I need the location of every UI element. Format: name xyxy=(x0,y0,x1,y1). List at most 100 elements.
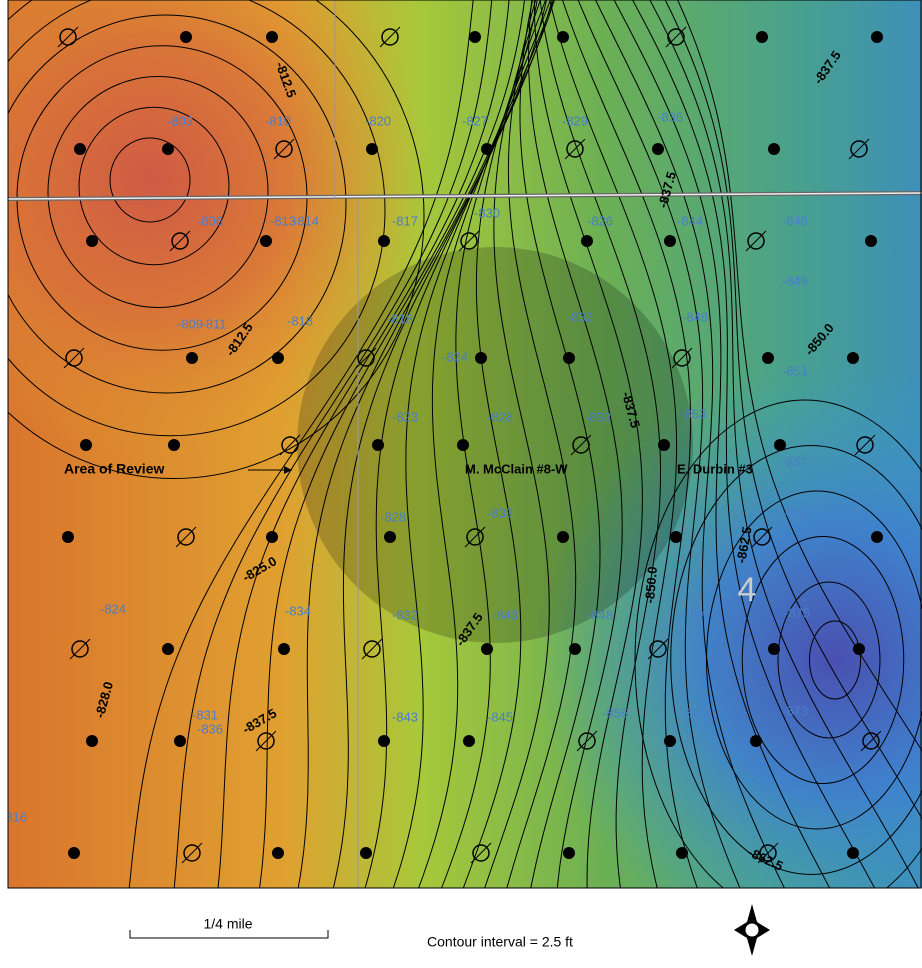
well-value: -826 xyxy=(587,213,613,228)
well-value: -827 xyxy=(462,113,488,128)
well-value: -831 xyxy=(192,707,218,722)
well-value: -820 xyxy=(365,113,391,128)
well-symbol xyxy=(360,847,372,859)
well-symbol xyxy=(475,352,487,364)
well-value: -854 xyxy=(682,605,708,620)
north-arrow xyxy=(734,904,770,956)
well-symbol xyxy=(463,735,475,747)
well-symbol xyxy=(581,235,593,247)
well-value: -862 xyxy=(682,705,708,720)
well-value: -829 xyxy=(562,113,588,128)
well-symbol xyxy=(162,143,174,155)
well-symbol xyxy=(481,643,493,655)
well-symbol xyxy=(62,531,74,543)
well-value: -828 xyxy=(487,409,513,424)
well-symbol xyxy=(186,352,198,364)
annotation: Area of Review xyxy=(64,461,164,477)
well-value: -843 xyxy=(492,607,518,622)
well-symbol xyxy=(658,439,670,451)
well-symbol xyxy=(853,643,865,655)
well-symbol xyxy=(366,143,378,155)
well-symbol xyxy=(174,735,186,747)
well-value: -836 xyxy=(657,109,683,124)
well-symbol xyxy=(847,847,859,859)
well-symbol xyxy=(372,439,384,451)
well-symbol xyxy=(162,643,174,655)
well-symbol xyxy=(168,439,180,451)
well-value: -836 xyxy=(197,721,223,736)
well-value: -824 xyxy=(442,349,468,364)
well-value: -818 xyxy=(287,313,313,328)
well-value: -845 xyxy=(487,709,513,724)
well-value: -833 xyxy=(585,409,611,424)
well-symbol xyxy=(871,531,883,543)
well-symbol xyxy=(569,643,581,655)
well-symbol xyxy=(86,735,98,747)
well-symbol xyxy=(378,235,390,247)
well-symbol xyxy=(86,235,98,247)
well-symbol xyxy=(557,31,569,43)
well-value: -849 xyxy=(782,273,808,288)
well-symbol xyxy=(266,531,278,543)
well-symbol xyxy=(750,735,762,747)
well-symbol xyxy=(80,439,92,451)
well-symbol xyxy=(664,735,676,747)
well-symbol xyxy=(272,847,284,859)
well-value: -828 xyxy=(380,509,406,524)
well-value: -851 xyxy=(782,363,808,378)
well-symbol xyxy=(481,143,493,155)
well-symbol xyxy=(774,439,786,451)
well-value: -823 xyxy=(392,409,418,424)
well-value: -814 xyxy=(293,213,319,228)
well-value: -803 xyxy=(167,113,193,128)
well-value: -817 xyxy=(392,213,418,228)
well-symbol xyxy=(768,143,780,155)
well-value: -875 xyxy=(784,605,810,620)
well-symbol xyxy=(563,352,575,364)
well-symbol xyxy=(768,643,780,655)
well-name: M. McClain #8-W xyxy=(465,461,568,476)
scale-label: 1/4 mile xyxy=(203,916,252,932)
well-symbol xyxy=(457,439,469,451)
well-symbol xyxy=(762,352,774,364)
map-page: -803-810-820-827-829-836-806-813-814-817… xyxy=(0,0,922,963)
well-value: -834 xyxy=(285,603,311,618)
well-symbol xyxy=(260,235,272,247)
well-value: -856 xyxy=(602,705,628,720)
well-value: -811 xyxy=(201,316,226,331)
well-value: -824 xyxy=(100,601,126,616)
well-value: -848 xyxy=(682,309,708,324)
well-value: -833 xyxy=(487,505,513,520)
well-value: -857 xyxy=(782,454,808,469)
well-value: -832 xyxy=(392,607,418,622)
well-symbol xyxy=(865,235,877,247)
well-symbol xyxy=(847,352,859,364)
well-symbol xyxy=(652,143,664,155)
well-symbol xyxy=(384,531,396,543)
well-value: -848 xyxy=(587,607,613,622)
well-symbol xyxy=(664,235,676,247)
well-value: -858 xyxy=(784,505,810,520)
well-value: -844 xyxy=(677,213,703,228)
well-value: -832 xyxy=(567,309,593,324)
well-symbol xyxy=(676,847,688,859)
well-symbol xyxy=(871,31,883,43)
well-value: -873 xyxy=(782,703,808,718)
well-symbol xyxy=(272,352,284,364)
well-symbol xyxy=(278,643,290,655)
well-value: -843 xyxy=(392,709,418,724)
well-value: -853 xyxy=(680,406,706,421)
well-value: -846 xyxy=(782,213,808,228)
well-value: -818 xyxy=(387,311,413,326)
well-symbol xyxy=(378,735,390,747)
well-value: -830 xyxy=(474,205,500,220)
well-symbol xyxy=(563,847,575,859)
well-value: -816 xyxy=(1,809,27,824)
well-value: -810 xyxy=(265,113,291,128)
contour-interval: Contour interval = 2.5 ft xyxy=(427,934,573,950)
well-symbol xyxy=(469,31,481,43)
contour-label: -850.0 xyxy=(642,566,660,604)
well-symbol xyxy=(74,143,86,155)
section-number: 4 xyxy=(738,571,757,609)
well-symbol xyxy=(670,531,682,543)
